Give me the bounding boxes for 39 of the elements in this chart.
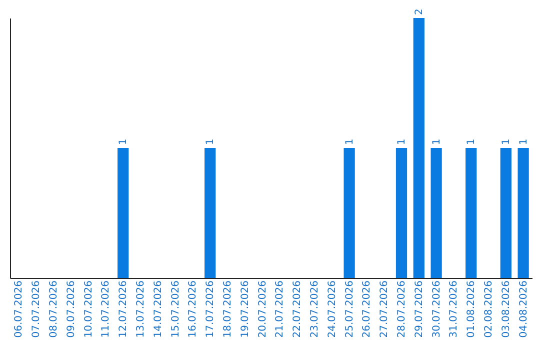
x-tick-label: 26.07.2026 (362, 280, 373, 338)
x-tick-label: 11.07.2026 (100, 280, 112, 338)
x-tick-label: 01.08.2026 (466, 280, 478, 338)
x-tick-label: 21.07.2026 (274, 280, 286, 338)
x-tick-label: 03.08.2026 (500, 280, 512, 338)
data-label: 1 (344, 138, 356, 145)
x-tick-label: 17.07.2026 (205, 280, 216, 338)
data-label: 2 (414, 8, 425, 15)
x-tick-label: 31.07.2026 (448, 280, 460, 338)
x-tick-label: 19.07.2026 (240, 280, 251, 338)
x-tick-label: 24.07.2026 (326, 280, 338, 338)
data-label: 1 (518, 138, 530, 145)
x-tick-label: 22.07.2026 (292, 280, 304, 338)
x-tick-label: 28.07.2026 (396, 280, 408, 338)
data-label: 1 (205, 138, 216, 145)
x-tick-label: 06.07.2026 (14, 280, 25, 338)
data-label: 1 (466, 138, 478, 145)
x-tick-label: 16.07.2026 (188, 280, 199, 338)
x-tick-label: 20.07.2026 (257, 280, 268, 338)
x-tick-label: 12.07.2026 (118, 280, 130, 338)
x-tick-label: 04.08.2026 (518, 280, 530, 338)
x-tick-label: 29.07.2026 (414, 280, 425, 338)
x-tick-label: 13.07.2026 (136, 280, 146, 338)
x-tick-label: 23.07.2026 (310, 280, 320, 338)
x-tick-label: 15.07.2026 (170, 280, 182, 338)
x-tick-label: 27.07.2026 (379, 280, 390, 338)
x-tick-label: 02.08.2026 (484, 280, 494, 338)
data-label: 1 (500, 138, 512, 145)
data-label: 1 (118, 138, 130, 145)
x-tick-label: 07.07.2026 (31, 280, 42, 338)
data-label: 1 (431, 138, 442, 145)
x-tick-label: 14.07.2026 (152, 280, 164, 338)
x-tick-label: 09.07.2026 (66, 280, 77, 338)
data-label: 1 (396, 138, 408, 145)
x-tick-label: 10.07.2026 (83, 280, 94, 338)
x-tick-label: 30.07.2026 (431, 280, 442, 338)
x-tick-label: 25.07.2026 (344, 280, 356, 338)
x-tick-label: 08.07.2026 (48, 280, 60, 338)
x-tick-label: 18.07.2026 (222, 280, 234, 338)
